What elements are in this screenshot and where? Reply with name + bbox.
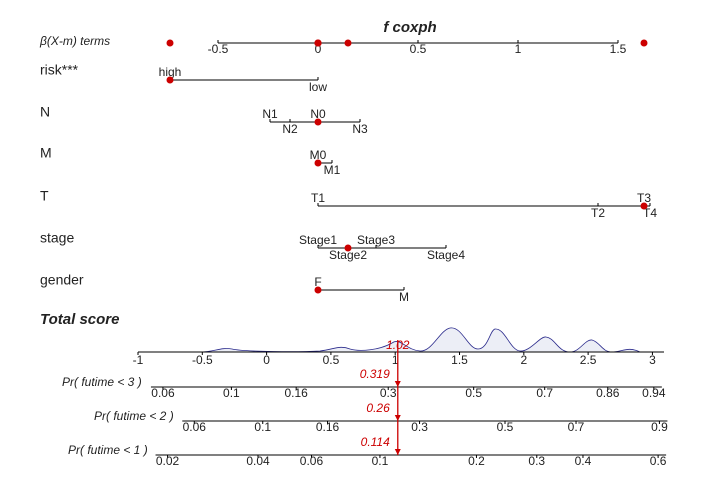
x-tick-label: -0.5: [192, 353, 213, 367]
x-tick-label: 0.5: [465, 386, 482, 400]
x-tick-label: 3: [649, 353, 656, 367]
x-tick-label: 0.3: [528, 454, 545, 468]
x-tick-label: 0.5: [497, 420, 514, 434]
x-tick-label: 0.1: [372, 454, 389, 468]
x-tick-label: 0.02: [156, 454, 180, 468]
x-tick-label: 1: [392, 353, 399, 367]
selected-point: [640, 202, 648, 210]
variable-name: gender: [40, 272, 84, 288]
level-label: Stage4: [427, 248, 465, 262]
x-tick-label: 0.4: [575, 454, 592, 468]
x-tick-label: 0.06: [151, 386, 175, 400]
beta-label: β(X-m) terms: [39, 34, 110, 48]
level-label: Stage3: [357, 233, 395, 247]
level-label: N0: [310, 107, 326, 121]
x-tick-label: 1: [515, 42, 522, 56]
variable-name: N: [40, 104, 50, 120]
x-tick-label: 0.04: [246, 454, 270, 468]
x-tick-label: 0.06: [300, 454, 324, 468]
x-tick-label: 1.5: [451, 353, 468, 367]
probability-label: Pr( futime < 3 ): [62, 375, 142, 389]
x-tick-label: 1.5: [610, 42, 627, 56]
level-label: T4: [643, 206, 657, 220]
level-label: high: [159, 65, 182, 79]
selected-point: [344, 244, 352, 252]
level-label: T3: [637, 191, 651, 205]
x-tick-label: 0.7: [568, 420, 585, 434]
probability-value: 0.319: [360, 367, 390, 381]
selected-point: [314, 286, 322, 294]
selected-point: [314, 159, 322, 167]
level-label: M0: [310, 148, 327, 162]
variable-name: risk***: [40, 62, 79, 78]
x-tick-label: 0.6: [650, 454, 667, 468]
x-tick-label: 0.2: [468, 454, 485, 468]
x-tick-label: -0.5: [208, 42, 229, 56]
level-label: N2: [282, 122, 298, 136]
beta-point: [344, 39, 352, 47]
x-tick-label: 0.9: [651, 420, 668, 434]
x-tick-label: 0.1: [223, 386, 240, 400]
level-label: low: [309, 80, 327, 94]
x-tick-label: 0.94: [642, 386, 666, 400]
x-tick-label: 0.3: [411, 420, 428, 434]
variable-name: stage: [40, 230, 74, 246]
x-tick-label: 0.16: [284, 386, 308, 400]
x-tick-label: 0.3: [380, 386, 397, 400]
level-label: F: [314, 275, 321, 289]
level-label: T2: [591, 206, 605, 220]
probability-value: 0.26: [366, 401, 390, 415]
variable-name: M: [40, 145, 52, 161]
x-tick-label: 0: [263, 353, 270, 367]
beta-point: [314, 39, 322, 47]
total-score-label: Total score: [40, 311, 119, 328]
beta-point: [166, 39, 174, 47]
x-tick-label: 0: [315, 42, 322, 56]
probability-value: 0.114: [361, 435, 390, 449]
x-tick-label: 0.5: [410, 42, 427, 56]
variable-name: T: [40, 188, 49, 204]
x-tick-label: 2: [520, 353, 527, 367]
selected-point: [314, 118, 322, 126]
level-label: T1: [311, 191, 325, 205]
x-tick-label: 0.5: [323, 353, 340, 367]
x-tick-label: 0.86: [596, 386, 620, 400]
selected-point: [166, 76, 174, 84]
level-label: N1: [262, 107, 278, 121]
probability-label: Pr( futime < 2 ): [94, 409, 174, 423]
level-label: N3: [352, 122, 368, 136]
level-label: Stage2: [329, 248, 367, 262]
level-label: M1: [324, 163, 341, 177]
x-tick-label: 2.5: [580, 353, 597, 367]
x-tick-label: 0.06: [183, 420, 207, 434]
x-tick-label: 0.1: [254, 420, 271, 434]
level-label: M: [399, 290, 409, 304]
x-tick-label: -1: [133, 353, 144, 367]
beta-point: [640, 39, 648, 47]
probability-label: Pr( futime < 1 ): [68, 443, 148, 457]
chart-title: f coxph: [383, 19, 436, 36]
level-label: Stage1: [299, 233, 337, 247]
x-tick-label: 0.7: [536, 386, 553, 400]
x-tick-label: 0.16: [316, 420, 340, 434]
density-curve: [199, 327, 641, 353]
